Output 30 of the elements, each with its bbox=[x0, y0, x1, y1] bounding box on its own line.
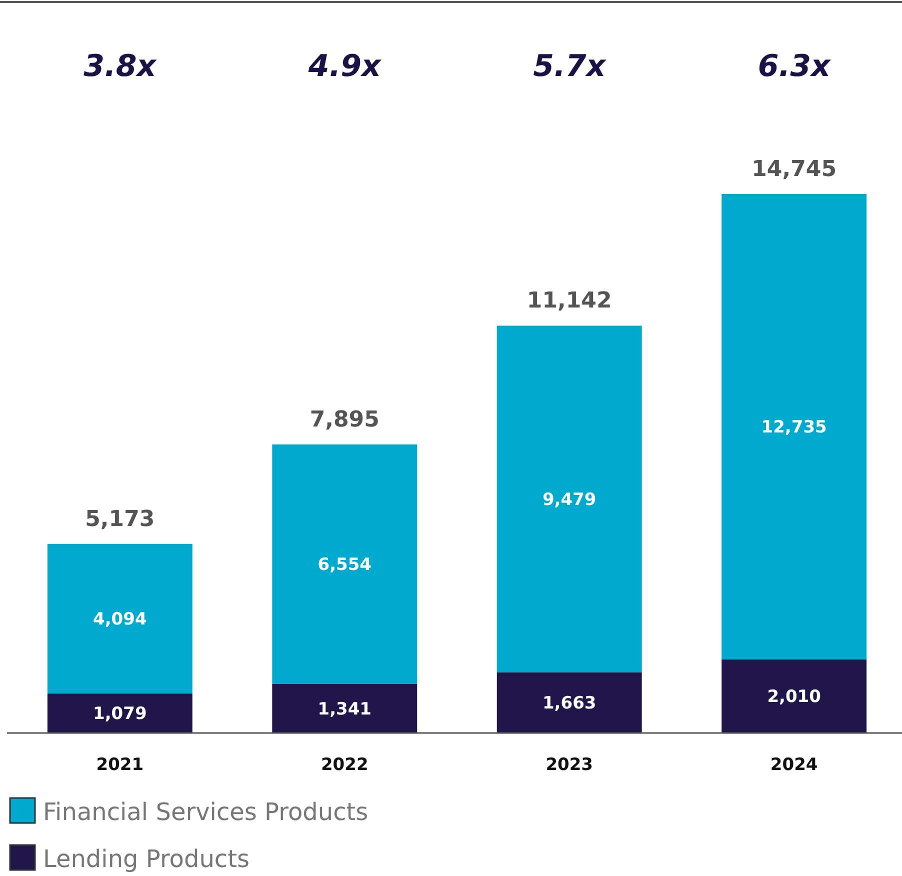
text: 5.7x bbox=[533, 49, 608, 84]
total-label: 5,173 bbox=[85, 506, 155, 532]
text: 6.3x bbox=[758, 49, 832, 84]
data-label: 12,735 bbox=[761, 418, 827, 438]
legend-label: Financial Services Products bbox=[43, 798, 368, 826]
bar bbox=[496, 326, 642, 672]
data-label: 9,479 bbox=[542, 490, 596, 510]
data-label: 1,663 bbox=[542, 694, 596, 714]
bar bbox=[47, 544, 192, 694]
bar bbox=[722, 194, 867, 660]
bar bbox=[272, 444, 418, 684]
data-label: 1,341 bbox=[318, 699, 372, 720]
bar bbox=[496, 672, 642, 733]
total-label: 14,745 bbox=[752, 157, 837, 182]
total-label: 7,895 bbox=[310, 407, 380, 432]
legend-label: Lending Products bbox=[43, 845, 250, 873]
data-label: 1,079 bbox=[93, 704, 147, 724]
data-label: 6,554 bbox=[318, 555, 372, 576]
bar bbox=[272, 684, 418, 733]
bar bbox=[722, 660, 867, 733]
text: 4.9x bbox=[307, 49, 383, 84]
x-tick-label: 2023 bbox=[546, 755, 594, 775]
x-tick-label: 2024 bbox=[770, 755, 818, 775]
text: 3.8x bbox=[84, 49, 158, 84]
bar bbox=[47, 694, 192, 733]
data-label: 2,010 bbox=[767, 687, 822, 708]
total-label: 11,142 bbox=[526, 288, 612, 314]
x-tick-label: 2021 bbox=[96, 755, 144, 775]
data-label: 4,094 bbox=[93, 610, 147, 630]
x-tick-label: 2022 bbox=[320, 755, 368, 775]
